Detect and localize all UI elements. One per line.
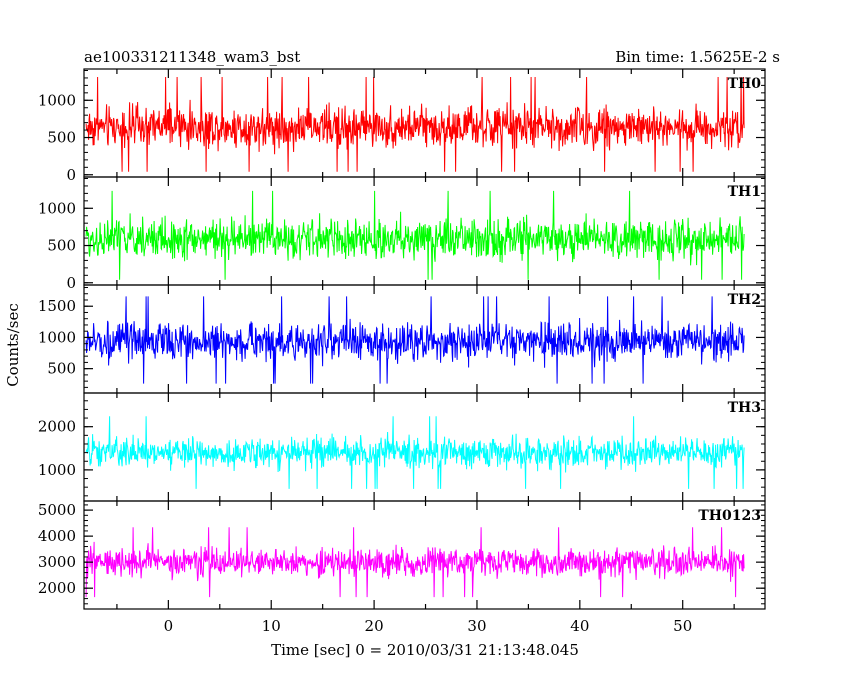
y-tick-label: 1000 <box>38 461 76 479</box>
y-tick-label: 5000 <box>38 501 76 519</box>
panel-th1: 0 500 1000 TH1 <box>38 176 766 292</box>
bin-time-label: Bin time: 1.5625E-2 s <box>615 48 780 66</box>
panel-label: TH3 <box>728 400 761 416</box>
y-tick-label: 2000 <box>38 579 76 597</box>
chart-title: ae100331211348_wam3_bst <box>84 48 300 66</box>
x-tick-label: 30 <box>467 617 486 635</box>
series-th2 <box>85 296 745 384</box>
y-tick-label: 500 <box>47 360 76 378</box>
x-tick-label: 0 <box>164 617 174 635</box>
series-th1 <box>85 190 745 280</box>
series-th0123 <box>85 527 745 598</box>
panel-label: TH1 <box>728 184 761 200</box>
y-tick-label: 4000 <box>38 527 76 545</box>
y-tick-label: 500 <box>47 129 76 147</box>
y-tick-label: 0 <box>66 274 76 292</box>
panel-label: TH2 <box>728 292 761 308</box>
y-tick-label: 3000 <box>38 553 76 571</box>
x-tick-label: 10 <box>262 617 281 635</box>
y-axis-label: Counts/sec <box>4 303 22 387</box>
y-tick-label: 1500 <box>38 297 76 315</box>
series-th3 <box>85 416 745 489</box>
panel-th0123: 2000 3000 4000 5000 TH0123 <box>38 500 766 610</box>
panel-th2: 500 1000 1500 TH2 <box>38 284 766 394</box>
panel-label: TH0 <box>728 76 762 92</box>
x-tick-label: 20 <box>365 617 384 635</box>
y-tick-label: 1000 <box>38 199 76 217</box>
y-tick-label: 500 <box>47 237 76 255</box>
panel-frame <box>83 500 766 610</box>
y-tick-label: 2000 <box>38 418 76 436</box>
panel-th0: 0 500 1000 TH0 <box>38 68 766 184</box>
x-axis-label: Time [sec] 0 = 2010/03/31 21:13:48.045 <box>271 641 579 659</box>
panel-label: TH0123 <box>698 508 761 524</box>
y-tick-label: 1000 <box>38 328 76 346</box>
x-tick-label: 40 <box>570 617 589 635</box>
y-tick-label: 0 <box>66 166 76 184</box>
panel-th3: 1000 2000 TH3 <box>38 392 766 502</box>
y-tick-label: 1000 <box>38 91 76 109</box>
series-th0 <box>85 76 745 172</box>
x-tick-label: 50 <box>673 617 692 635</box>
